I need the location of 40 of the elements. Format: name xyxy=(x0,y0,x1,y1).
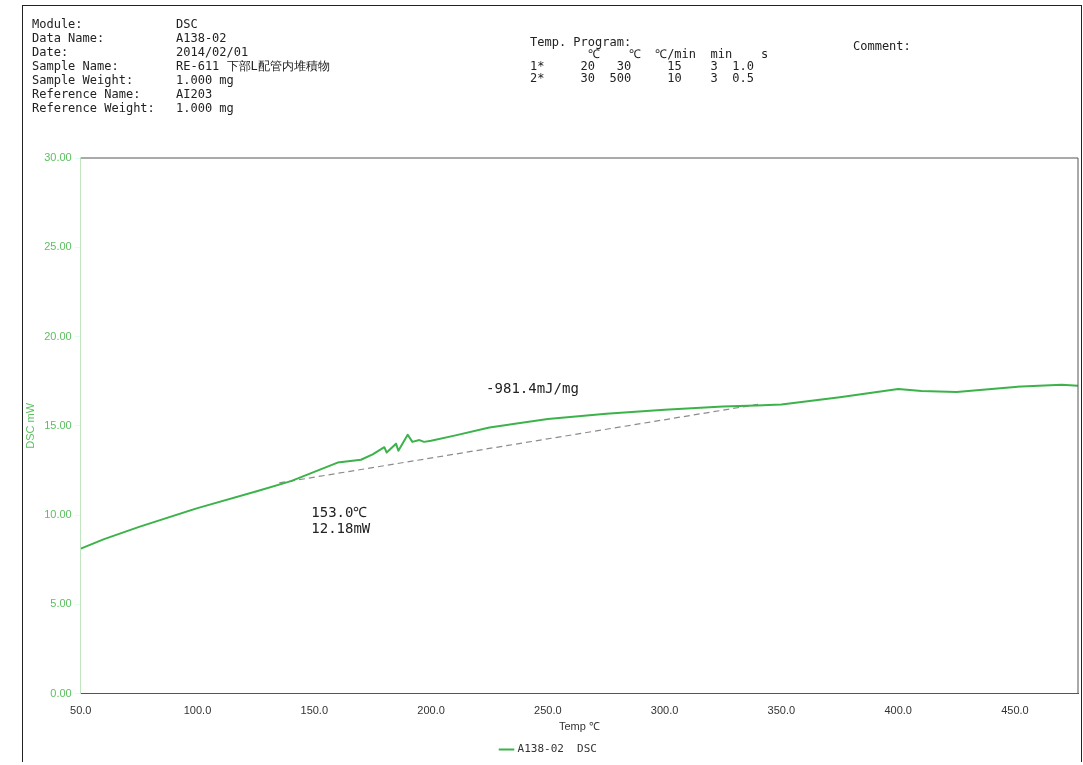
x-tick-label: 250.0 xyxy=(534,704,562,717)
text: Temp. Program: xyxy=(530,35,632,49)
annotation: 153.0℃ 12.18mW xyxy=(311,503,371,536)
y-tick-label: 25.00 xyxy=(44,240,72,253)
text: 1.000 mg xyxy=(176,101,234,115)
text: Comment: xyxy=(853,39,911,53)
text: DSC xyxy=(176,17,198,31)
text: 2014/02/01 xyxy=(176,45,249,59)
y-axis-title: DSC mW xyxy=(23,402,36,449)
text: 2* 30 500 10 3 0.5 xyxy=(530,71,754,85)
x-tick-label: 350.0 xyxy=(767,704,796,717)
text: Sample Name: xyxy=(32,59,119,73)
y-tick-label: 20.00 xyxy=(44,329,72,342)
text: Reference Weight: xyxy=(32,101,155,115)
x-tick-label: 150.0 xyxy=(300,704,329,717)
y-tick-label: 30.00 xyxy=(44,151,72,164)
y-tick-label: 5.00 xyxy=(50,597,72,610)
x-tick-label: 400.0 xyxy=(884,704,912,717)
x-tick-label: 50.0 xyxy=(70,704,92,717)
legend-label: A138-02 DSC xyxy=(517,742,597,756)
text: AI203 xyxy=(176,87,213,101)
text: Sample Weight: xyxy=(32,73,134,87)
y-tick-label: 0.00 xyxy=(50,686,72,699)
text: Reference Name: xyxy=(32,87,141,101)
text: 1.000 mg xyxy=(176,73,234,87)
annotation: -981.4mJ/mg xyxy=(486,379,579,396)
y-tick-label: 15.00 xyxy=(44,418,72,431)
text: Data Name: xyxy=(32,31,105,45)
text: A138-02 xyxy=(176,31,227,45)
text: 1* 20 30 15 3 1.0 xyxy=(530,59,754,73)
x-tick-label: 100.0 xyxy=(183,704,212,717)
text: RE-611 下部L配管内堆積物 xyxy=(176,59,330,73)
text: Module: xyxy=(32,17,83,31)
text: ℃ ℃ ℃/min min s xyxy=(587,47,769,61)
y-tick-label: 10.00 xyxy=(44,508,72,521)
x-tick-label: 300.0 xyxy=(650,704,679,717)
x-tick-label: 450.0 xyxy=(1001,704,1029,717)
x-tick-label: 200.0 xyxy=(417,704,445,717)
text: Date: xyxy=(32,45,69,59)
x-axis-title: Temp ℃ xyxy=(558,720,600,733)
